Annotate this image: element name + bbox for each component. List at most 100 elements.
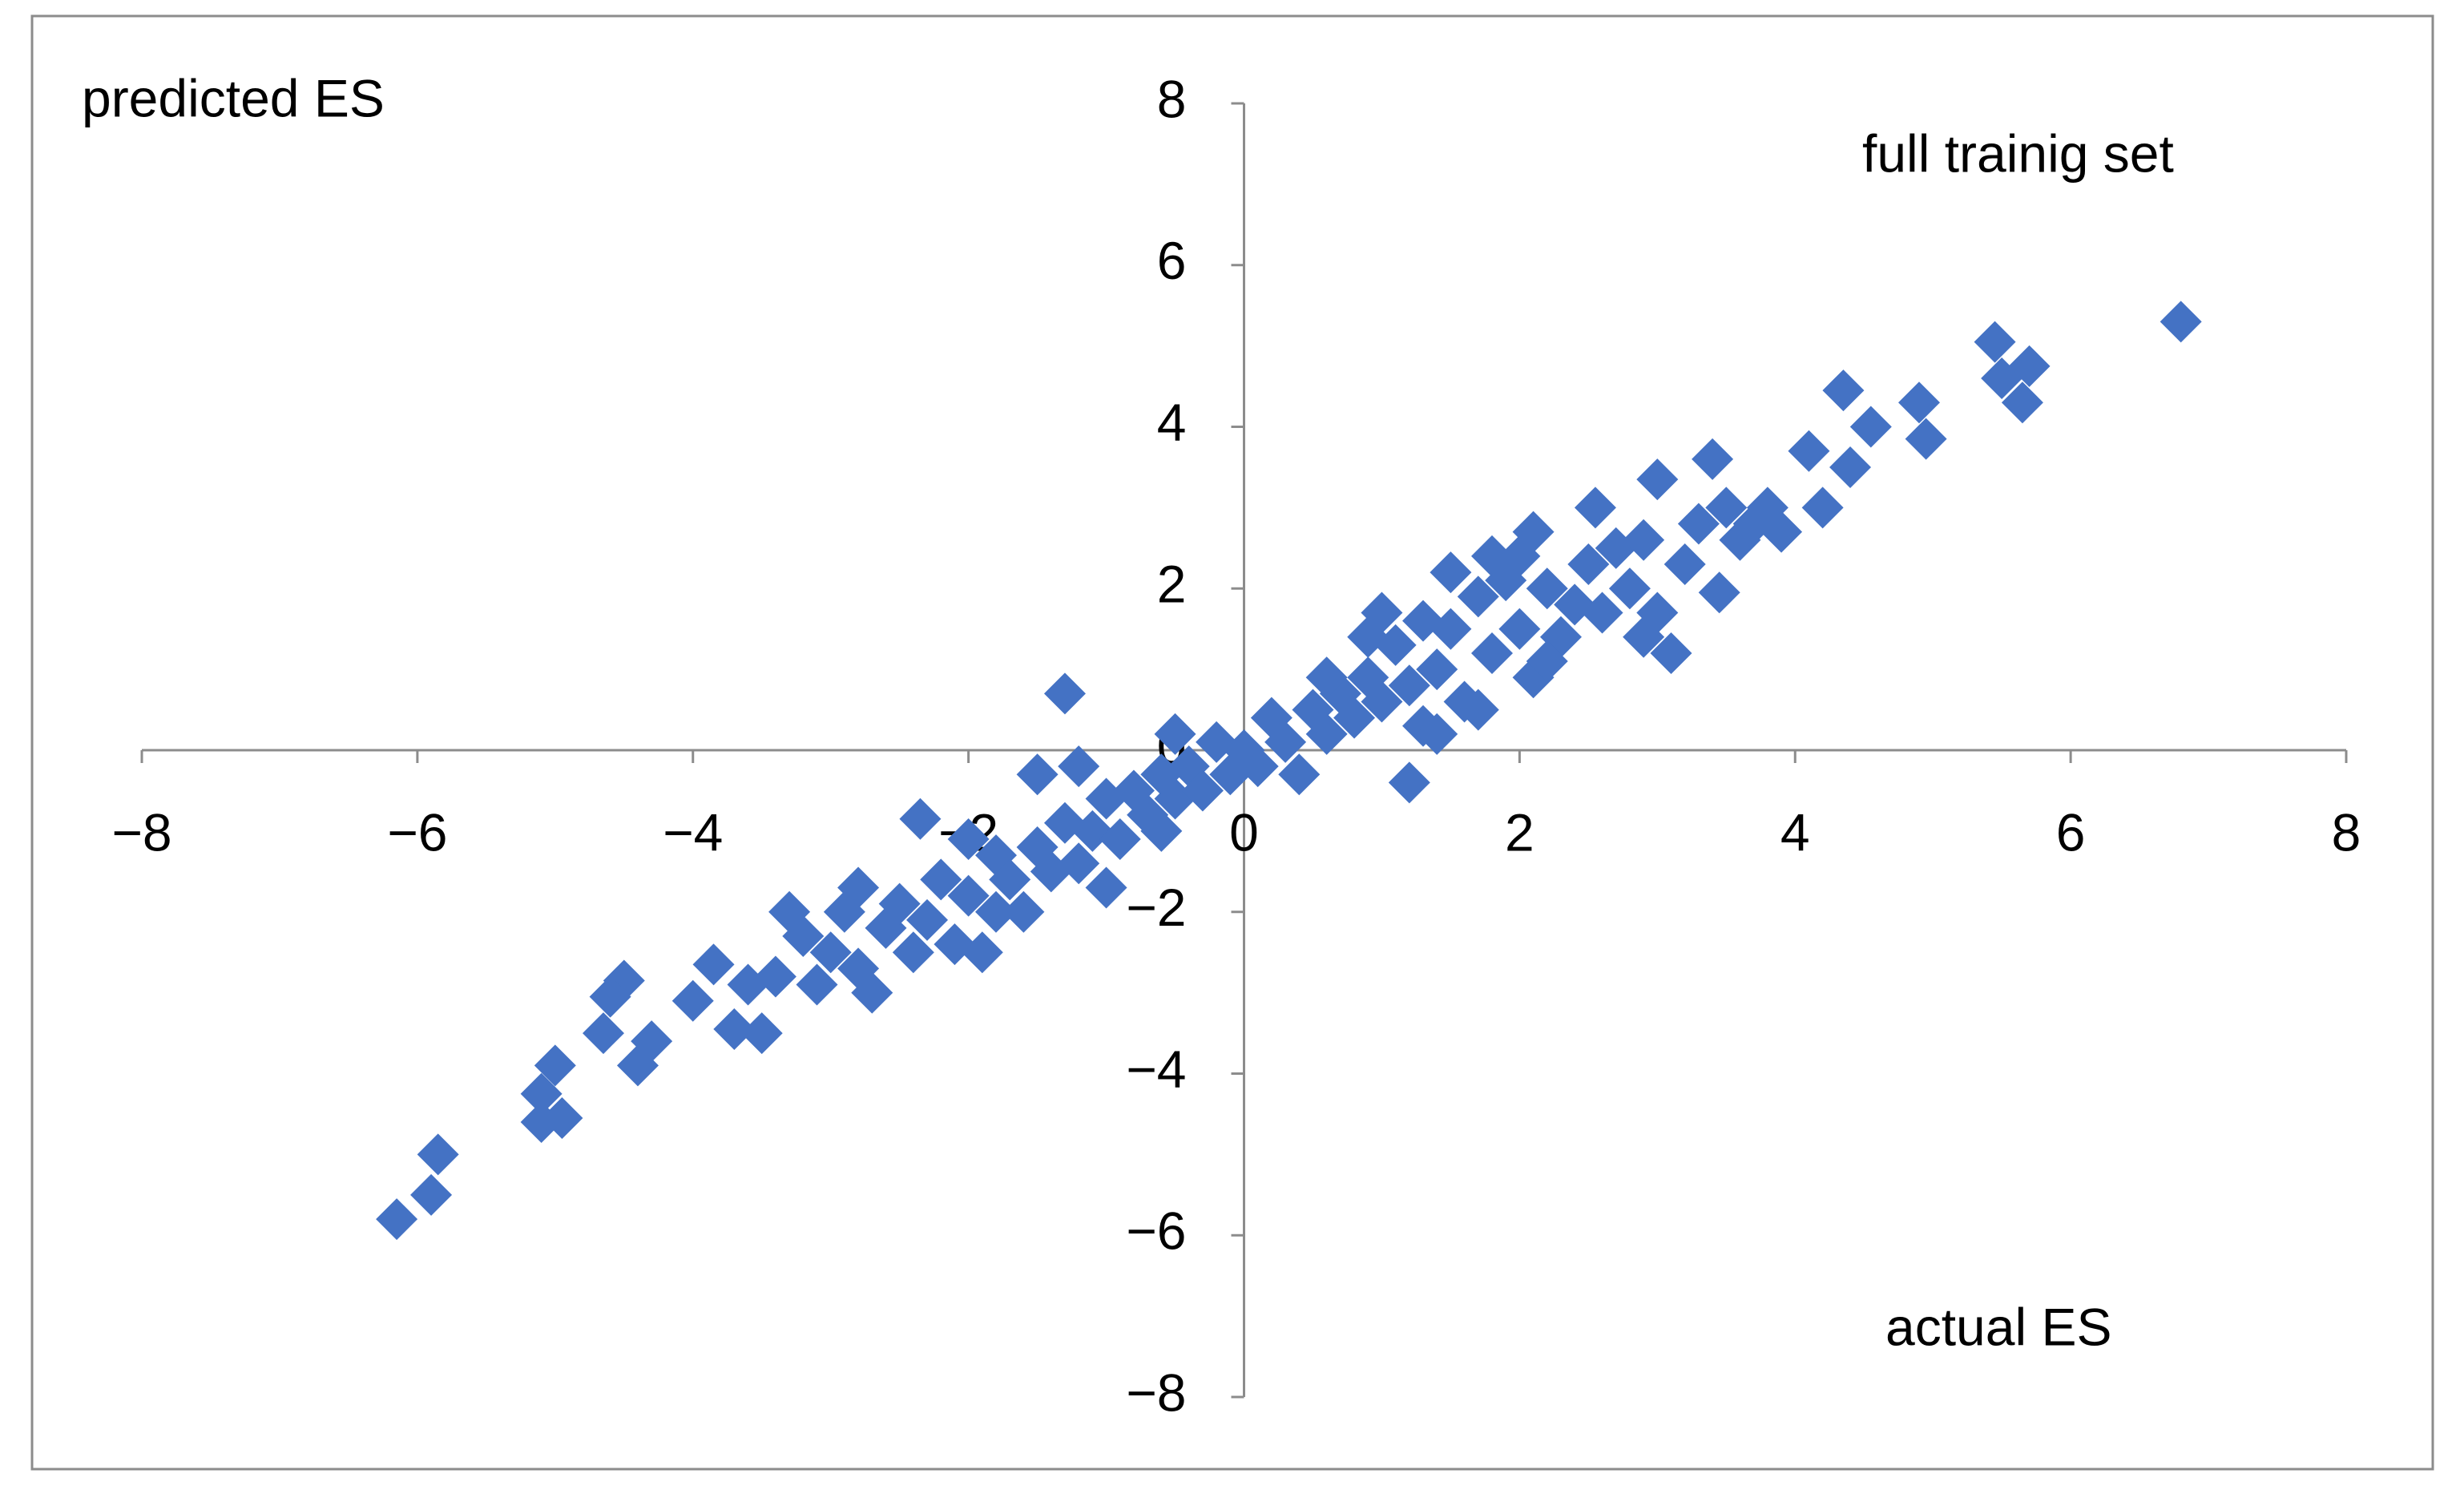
point [1305, 713, 1348, 755]
point [1574, 487, 1616, 529]
point [740, 1012, 783, 1055]
point [2001, 382, 2043, 424]
point [1361, 680, 1403, 723]
point [1636, 591, 1679, 634]
point [1623, 519, 1665, 561]
point [1457, 688, 1499, 731]
point [768, 890, 811, 933]
point [713, 1008, 756, 1051]
y-axis-label: predicted ES [82, 68, 385, 127]
point [1526, 640, 1568, 683]
x-tick-label: 0 [1229, 802, 1259, 862]
chart-title: full trainig set [1862, 123, 2174, 183]
point [961, 931, 1003, 974]
point [947, 874, 990, 917]
y-tick-label: −8 [1126, 1363, 1186, 1422]
point [1278, 753, 1321, 796]
point [1608, 567, 1651, 610]
point [1581, 591, 1623, 634]
point [1974, 321, 2016, 363]
point [1388, 761, 1430, 804]
point [692, 943, 735, 986]
point [671, 979, 714, 1022]
point [1732, 503, 1775, 545]
point [1457, 575, 1499, 618]
point [631, 1020, 673, 1063]
y-tick-label: 2 [1157, 555, 1187, 614]
x-tick-label: 8 [2332, 802, 2361, 862]
y-tick-label: 8 [1157, 69, 1187, 128]
point [1430, 551, 1472, 594]
point [410, 1173, 453, 1216]
point [1416, 648, 1458, 691]
point [892, 931, 934, 974]
point [1636, 458, 1679, 501]
point [1264, 721, 1307, 763]
x-tick-label: 4 [1780, 802, 1810, 862]
point [589, 975, 631, 1018]
point [1677, 503, 1720, 545]
point [1692, 438, 1734, 480]
point [582, 1012, 624, 1055]
point [1705, 487, 1748, 529]
point [1154, 713, 1196, 755]
point [947, 818, 990, 860]
point [1305, 656, 1348, 699]
point [1650, 632, 1692, 674]
point [878, 882, 921, 925]
point [1333, 696, 1376, 739]
y-tick-label: 6 [1157, 231, 1187, 290]
point [727, 963, 769, 1006]
point [1043, 672, 1086, 715]
point [1140, 810, 1183, 852]
point [837, 866, 880, 909]
point [906, 898, 949, 941]
point [376, 1198, 418, 1241]
point [2160, 301, 2202, 343]
point [1416, 713, 1458, 755]
point [1905, 418, 1947, 460]
point [541, 1096, 583, 1139]
point [1236, 745, 1279, 788]
x-tick-label: −8 [111, 802, 171, 862]
point [809, 931, 852, 974]
x-tick-label: 2 [1505, 802, 1534, 862]
x-tick-label: 6 [2056, 802, 2086, 862]
y-tick-label: −4 [1126, 1040, 1186, 1099]
point [1788, 430, 1830, 472]
point [1347, 616, 1389, 658]
x-tick-label: −4 [663, 802, 723, 862]
point [1002, 890, 1045, 933]
point [975, 890, 1018, 933]
point [1664, 543, 1706, 585]
point [851, 971, 893, 1014]
point [417, 1133, 459, 1176]
point [534, 1044, 576, 1087]
point [1016, 753, 1059, 796]
point [1822, 369, 1865, 412]
point [1801, 487, 1844, 529]
point [520, 1072, 563, 1115]
point [1058, 745, 1100, 788]
x-axis-label: actual ES [1885, 1297, 2112, 1356]
point [1181, 769, 1224, 812]
point [1498, 535, 1541, 577]
point [1849, 406, 1892, 448]
y-tick-label: −6 [1126, 1201, 1186, 1261]
point [1498, 608, 1541, 650]
point [1058, 842, 1100, 885]
x-tick-label: −6 [387, 802, 447, 862]
y-tick-label: 4 [1157, 393, 1187, 452]
point [1470, 632, 1513, 674]
y-tick-label: −2 [1126, 878, 1186, 937]
point [1698, 571, 1740, 614]
point [1430, 608, 1472, 650]
point [1897, 382, 1940, 424]
point [796, 963, 838, 1006]
point [899, 797, 942, 840]
point [1526, 567, 1568, 610]
point [1829, 446, 1872, 488]
point [2008, 345, 2051, 387]
point [989, 858, 1031, 901]
